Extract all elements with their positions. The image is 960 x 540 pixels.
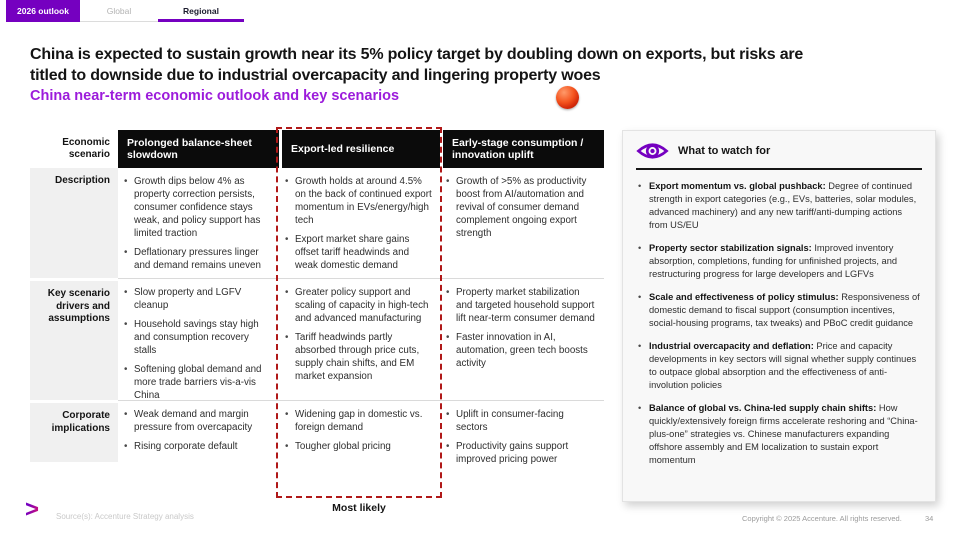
watch-panel-title: What to watch for [678, 145, 771, 157]
cell-corporate-export: Widening gap in domestic vs. foreign dem… [279, 400, 440, 462]
cell-description-export: Growth holds at around 4.5% on the back … [279, 168, 440, 278]
page-subtitle: China near-term economic outlook and key… [30, 88, 400, 104]
scenario-table: Economic scenario Prolonged balance-shee… [30, 130, 604, 465]
watch-item: Industrial overcapacity and deflation: P… [636, 340, 922, 392]
cell-drivers-export: Greater policy support and scaling of ca… [279, 278, 440, 400]
source-note: Source(s): Accenture Strategy analysis [56, 512, 194, 521]
cell-description-uplift: Growth of >5% as productivity boost from… [440, 168, 604, 278]
cell-description-slowdown: Growth dips below 4% as property correct… [118, 168, 279, 278]
watch-item-text: Responsiveness of domestic demand to fis… [649, 292, 920, 328]
watch-item: Balance of global vs. China-led supply c… [636, 402, 922, 467]
bullet-item: Uplift in consumer-facing sectors [445, 408, 597, 434]
tab-regional[interactable]: Regional [158, 0, 244, 22]
column-header-export-led-resilience: Export-led resilience [279, 130, 440, 168]
row-label-corporate-implications: Corporate implications [30, 400, 118, 462]
most-likely-label: Most likely [332, 502, 386, 514]
watch-list: Export momentum vs. global pushback: Deg… [636, 180, 922, 467]
watch-item-lead: Export momentum vs. global pushback: [649, 181, 826, 191]
watch-item-lead: Property sector stabilization signals: [649, 243, 812, 253]
accenture-logo-icon: > [25, 496, 40, 523]
tab-global[interactable]: Global [80, 0, 158, 22]
watch-item: Export momentum vs. global pushback: Deg… [636, 180, 922, 232]
bullet-item: Growth dips below 4% as property correct… [123, 175, 272, 240]
table-corner-label: Economic scenario [62, 137, 110, 160]
bullet-item: Tougher global pricing [284, 440, 433, 453]
bullet-item: Tariff headwinds partly absorbed through… [284, 331, 433, 383]
bullet-item: Household savings stay high and consumpt… [123, 318, 272, 357]
copyright-note: Copyright © 2025 Accenture. All rights r… [742, 514, 902, 523]
watch-item-text: Improved inventory absorption, completio… [649, 243, 898, 279]
bullet-item: Deflationary pressures linger and demand… [123, 246, 272, 272]
bullet-item: Greater policy support and scaling of ca… [284, 286, 433, 325]
bullet-item: Property market stabilization and target… [445, 286, 597, 325]
bullet-item: Export market share gains offset tariff … [284, 233, 433, 272]
page-title-line1: China is expected to sustain growth near… [30, 46, 804, 63]
bullet-item: Rising corporate default [123, 440, 272, 453]
row-label-key-drivers: Key scenario drivers and assumptions [30, 278, 118, 400]
tab-2026-outlook[interactable]: 2026 outlook [6, 0, 80, 22]
watch-item: Scale and effectiveness of policy stimul… [636, 291, 922, 330]
watch-item-text: Price and capacity developments in key s… [649, 341, 917, 390]
column-header-prolonged-slowdown: Prolonged balance-sheet slowdown [118, 130, 279, 168]
bullet-item: Slow property and LGFV cleanup [123, 286, 272, 312]
watch-panel: What to watch for Export momentum vs. gl… [622, 130, 936, 502]
cell-drivers-slowdown: Slow property and LGFV cleanup Household… [118, 278, 279, 402]
bullet-item: Growth of >5% as productivity boost from… [445, 175, 597, 240]
bullet-item: Widening gap in domestic vs. foreign dem… [284, 408, 433, 434]
column-header-consumption-uplift: Early-stage consumption / innovation upl… [440, 130, 604, 168]
eye-icon [636, 143, 669, 159]
watch-item: Property sector stabilization signals: I… [636, 242, 922, 281]
red-ball-icon [556, 86, 579, 109]
cell-drivers-uplift: Property market stabilization and target… [440, 278, 604, 400]
bullet-item: Productivity gains support improved pric… [445, 440, 597, 466]
cell-corporate-uplift: Uplift in consumer-facing sectors Produc… [440, 400, 604, 465]
watch-item-lead: Balance of global vs. China-led supply c… [649, 403, 877, 413]
cell-corporate-slowdown: Weak demand and margin pressure from ove… [118, 400, 279, 462]
page-title-line2: titled to downside due to industrial ove… [30, 67, 601, 84]
watch-item-text: How quickly/extensively foreign firms ac… [649, 403, 918, 465]
watch-item-lead: Scale and effectiveness of policy stimul… [649, 292, 839, 302]
page-title: China is expected to sustain growth near… [30, 44, 945, 86]
bullet-item: Softening global demand and more trade b… [123, 363, 272, 402]
page-number: 34 [925, 514, 934, 523]
bullet-item: Weak demand and margin pressure from ove… [123, 408, 272, 434]
watch-panel-header: What to watch for [636, 141, 922, 170]
watch-item-text: Degree of continued strength in export c… [649, 181, 917, 230]
watch-item-lead: Industrial overcapacity and deflation: [649, 341, 814, 351]
bullet-item: Faster innovation in AI, automation, gre… [445, 331, 597, 370]
row-label-description: Description [30, 168, 118, 278]
bullet-item: Growth holds at around 4.5% on the back … [284, 175, 433, 227]
tab-bar: 2026 outlook Global Regional [0, 0, 960, 23]
